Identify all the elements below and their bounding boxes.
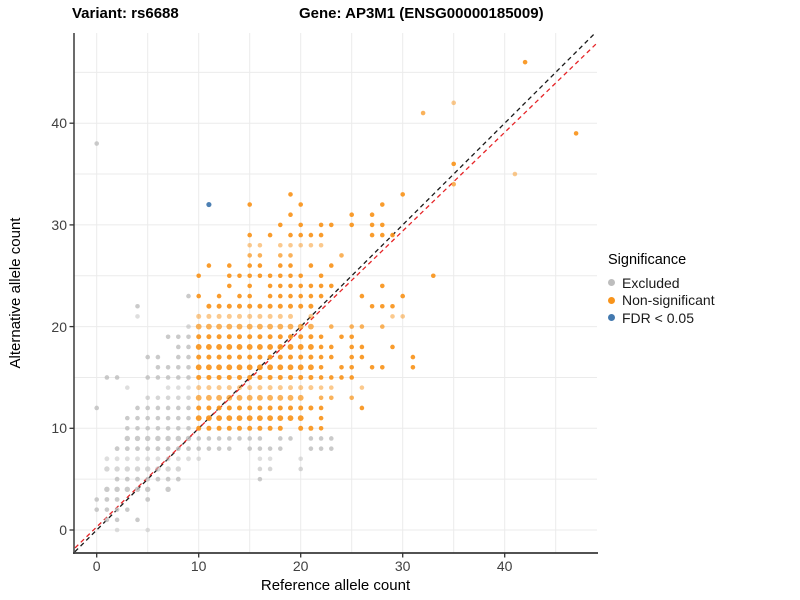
y-tick-label: 30 (51, 216, 67, 233)
legend-item-label: Non-significant (622, 292, 715, 309)
x-axis-title: Reference allele count (260, 577, 411, 594)
gridlines (74, 33, 597, 553)
legend-title: Significance (608, 252, 687, 268)
plot-title-gene: Gene: AP3M1 (ENSG00000185009) (299, 5, 544, 22)
plot-title-variant: Variant: rs6688 (72, 5, 179, 22)
x-tick-label: 40 (496, 558, 513, 574)
legend-item-fdr: FDR < 0.05 (608, 309, 715, 327)
y-tick-label: 40 (51, 115, 67, 132)
non-significant-dot-icon (608, 296, 615, 304)
y-tick-label: 20 (51, 318, 67, 335)
legend-item-label: Excluded (622, 274, 680, 291)
x-tick-label: 0 (92, 558, 101, 574)
legend-item-non-significant: Non-significant (608, 292, 715, 310)
legend-item-label: FDR < 0.05 (622, 309, 694, 326)
fdr-dot-icon (608, 314, 615, 322)
data-points (94, 59, 579, 533)
y-tick-label: 10 (51, 420, 67, 437)
y-tick-label: 0 (59, 522, 67, 538)
reference-lines (74, 33, 597, 553)
y-axis-title: Alternative allele count (7, 217, 24, 369)
excluded-dot-icon (608, 279, 615, 287)
legend: Significance Excluded Non-significant FD… (608, 252, 715, 327)
x-tick-label: 30 (394, 558, 411, 574)
x-tick-label: 20 (292, 558, 309, 574)
axis-lines-and-ticks (69, 33, 598, 558)
legend-item-excluded: Excluded (608, 274, 715, 292)
x-tick-label: 10 (190, 558, 207, 574)
